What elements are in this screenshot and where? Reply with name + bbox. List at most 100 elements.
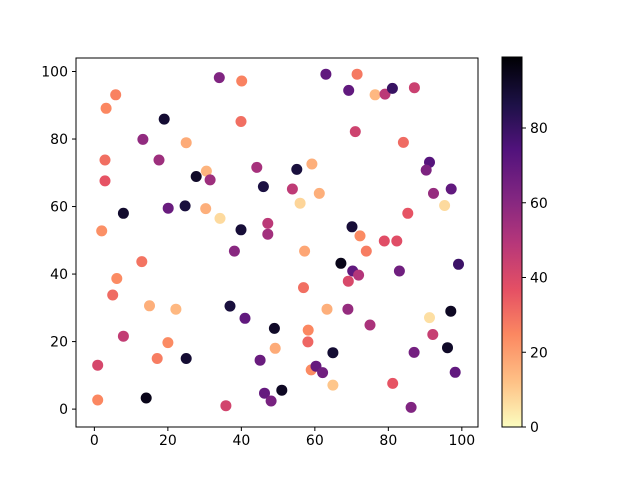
scatter-point — [136, 256, 148, 268]
scatter-point — [200, 165, 212, 177]
scatter-point — [158, 113, 170, 125]
colorbar-tick-label: 80 — [530, 121, 548, 137]
scatter-point — [408, 346, 420, 358]
scatter-point — [299, 245, 311, 257]
scatter-point — [220, 400, 232, 412]
scatter-point — [342, 275, 354, 287]
scatter-point — [214, 212, 226, 224]
scatter-point — [306, 158, 318, 170]
scatter-point — [445, 183, 457, 195]
scatter-point — [286, 183, 298, 195]
scatter-point — [111, 273, 123, 284]
scatter-point — [190, 171, 202, 182]
scatter-point — [364, 319, 376, 331]
scatter-point — [428, 187, 439, 199]
scatter-point — [117, 207, 129, 219]
scatter-point — [405, 401, 417, 413]
colorbar-tick-label: 20 — [530, 345, 548, 361]
scatter-point — [235, 224, 247, 236]
scatter-point — [427, 329, 439, 340]
scatter-point — [349, 126, 361, 138]
y-tick-label: 80 — [50, 132, 68, 148]
y-tick-label: 0 — [59, 402, 68, 418]
scatter-point — [386, 82, 398, 94]
scatter-point — [335, 257, 347, 269]
scatter-point — [424, 312, 435, 324]
scatter-point — [442, 342, 453, 354]
y-tick-label: 20 — [50, 335, 68, 351]
scatter-point — [259, 387, 270, 399]
scatter-point — [144, 300, 155, 312]
y-tick-label: 100 — [41, 65, 68, 81]
scatter-point — [92, 359, 104, 371]
scatter-point — [393, 265, 405, 277]
scatter-point — [236, 75, 248, 87]
scatter-point — [213, 72, 225, 84]
scatter-point — [235, 116, 247, 127]
scatter-point — [327, 347, 339, 359]
scatter-point — [200, 203, 212, 215]
x-tick-label: 40 — [232, 433, 250, 449]
scatter-point — [291, 163, 303, 175]
scatter-point — [354, 230, 366, 242]
scatter-point — [343, 84, 355, 96]
scatter-point — [378, 235, 390, 247]
scatter-point — [397, 136, 409, 148]
scatter-point — [162, 337, 174, 349]
scatter-point — [180, 353, 192, 364]
scatter-point — [117, 330, 129, 342]
scatter-point — [96, 225, 108, 237]
x-tick-label: 80 — [379, 433, 397, 449]
x-tick-label: 60 — [306, 433, 324, 449]
scatter-point — [276, 384, 288, 396]
scatter-point — [100, 102, 112, 114]
colorbar-tick-label: 60 — [530, 196, 548, 212]
scatter-point — [92, 394, 104, 406]
scatter-point — [251, 161, 263, 173]
scatter-point — [360, 245, 372, 257]
x-tick-label: 100 — [448, 433, 475, 449]
scatter-point — [99, 175, 111, 187]
scatter-point — [321, 303, 333, 315]
x-tick-label: 20 — [159, 433, 177, 449]
scatter-point — [369, 89, 381, 101]
scatter-point — [317, 367, 329, 379]
scatter-point — [353, 269, 365, 281]
scatter-point — [449, 366, 461, 378]
scatter-point — [107, 289, 119, 301]
scatter-point — [137, 133, 149, 145]
scatter-point — [140, 392, 152, 404]
y-tick-label: 60 — [50, 200, 68, 216]
scatter-point — [110, 89, 122, 101]
scatter-point — [254, 354, 266, 366]
scatter-point — [351, 68, 363, 80]
scatter-point — [262, 217, 274, 229]
scatter-point — [391, 235, 403, 247]
scatter-point — [257, 181, 269, 193]
scatter-point — [239, 312, 251, 324]
scatter-point — [162, 202, 174, 214]
y-tick-label: 40 — [50, 267, 68, 283]
scatter-point — [153, 154, 165, 166]
scatter-point — [179, 200, 191, 212]
colorbar — [501, 56, 523, 428]
scatter-point — [302, 336, 314, 348]
scatter-point — [265, 395, 277, 407]
scatter-point — [170, 303, 182, 315]
scatter-point — [320, 68, 332, 80]
scatter-point — [342, 303, 354, 315]
scatter-point — [327, 379, 339, 391]
scatter-point — [294, 197, 306, 209]
scatter-point — [445, 305, 457, 317]
scatter-point — [379, 88, 391, 100]
scatter-point — [453, 258, 464, 270]
scatter-point — [408, 82, 420, 94]
scatter-point — [268, 322, 280, 334]
scatter-point — [180, 137, 192, 149]
scatter-point — [269, 342, 281, 354]
colorbar-tick-label: 0 — [530, 420, 539, 436]
scatter-point — [420, 164, 432, 176]
scatter-point — [298, 282, 309, 294]
